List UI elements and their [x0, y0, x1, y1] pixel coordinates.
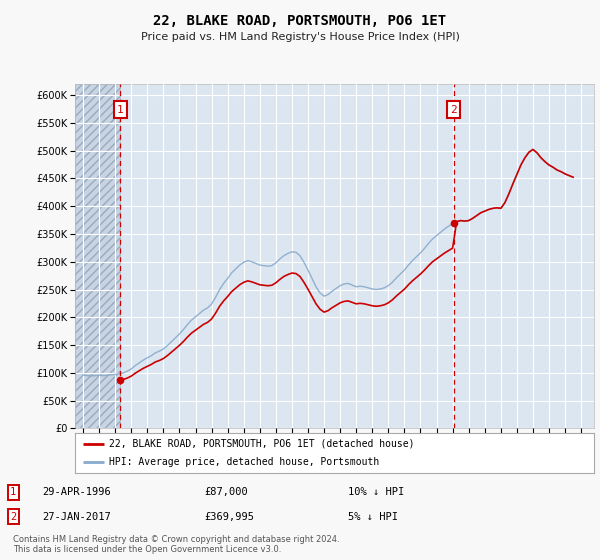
- Text: HPI: Average price, detached house, Portsmouth: HPI: Average price, detached house, Port…: [109, 458, 379, 467]
- Text: £369,995: £369,995: [204, 512, 254, 521]
- Text: 1: 1: [10, 487, 16, 497]
- Text: 10% ↓ HPI: 10% ↓ HPI: [348, 487, 404, 497]
- Text: 22, BLAKE ROAD, PORTSMOUTH, PO6 1ET (detached house): 22, BLAKE ROAD, PORTSMOUTH, PO6 1ET (det…: [109, 439, 414, 449]
- Text: £87,000: £87,000: [204, 487, 248, 497]
- Text: 2: 2: [10, 512, 16, 521]
- Text: 5% ↓ HPI: 5% ↓ HPI: [348, 512, 398, 521]
- Text: 27-JAN-2017: 27-JAN-2017: [42, 512, 111, 521]
- Text: Price paid vs. HM Land Registry's House Price Index (HPI): Price paid vs. HM Land Registry's House …: [140, 32, 460, 42]
- Text: 1: 1: [117, 105, 124, 115]
- Text: 29-APR-1996: 29-APR-1996: [42, 487, 111, 497]
- Text: 2: 2: [451, 105, 457, 115]
- Text: Contains HM Land Registry data © Crown copyright and database right 2024.
This d: Contains HM Land Registry data © Crown c…: [13, 535, 340, 554]
- Text: 22, BLAKE ROAD, PORTSMOUTH, PO6 1ET: 22, BLAKE ROAD, PORTSMOUTH, PO6 1ET: [154, 14, 446, 28]
